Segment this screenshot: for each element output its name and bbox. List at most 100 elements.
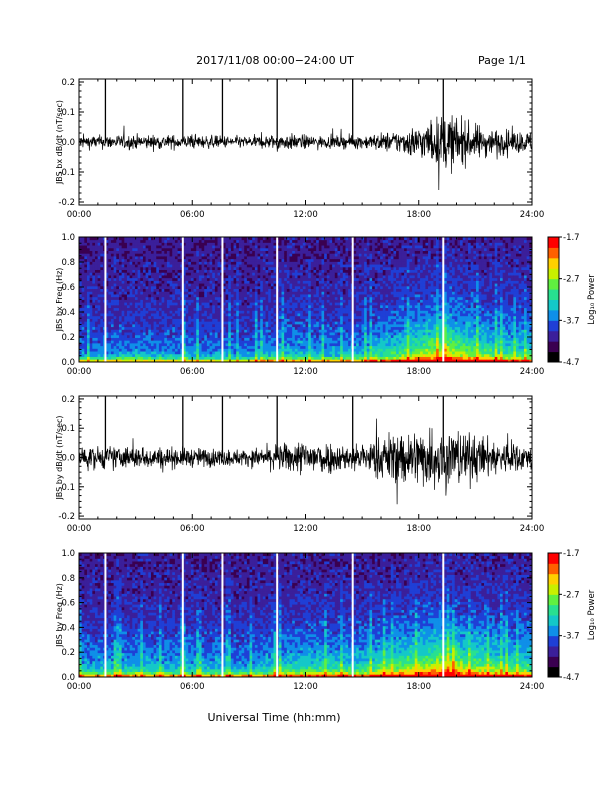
spectrogram-cell	[262, 288, 266, 292]
spectrogram-cell	[313, 247, 317, 251]
spectrogram-cell	[185, 250, 189, 254]
spectrogram-cell	[124, 323, 128, 328]
spectrogram-cell	[214, 337, 218, 341]
spectrogram-cell	[193, 310, 197, 314]
spectrogram-cell	[265, 280, 269, 284]
spectrogram-cell	[121, 285, 125, 290]
spectrogram-cell	[294, 299, 298, 303]
spectrogram-cell	[286, 256, 290, 260]
spectrogram-cell	[230, 315, 234, 319]
spectrogram-cell	[289, 296, 293, 300]
spectrogram-cell	[158, 269, 162, 273]
spectrogram-cell	[329, 272, 333, 276]
spectrogram-cell	[201, 353, 205, 357]
spectrogram-cell	[182, 359, 186, 363]
spectrogram-cell	[86, 326, 91, 330]
spectrogram-cell	[214, 310, 218, 314]
spectrogram-cell	[116, 323, 120, 328]
spectrogram-cell	[185, 247, 189, 251]
spectrogram-cell	[166, 348, 170, 352]
spectrogram-cell	[225, 334, 229, 338]
spectrogram-cell	[92, 323, 96, 328]
spectrogram-cell	[193, 334, 197, 338]
spectrogram-cell	[190, 304, 194, 309]
spectrogram-cell	[166, 277, 170, 281]
spectrogram-cell	[126, 353, 131, 357]
spectrogram-cell	[318, 342, 322, 347]
spectrogram-cell	[79, 245, 83, 249]
spectrogram-cell	[108, 253, 112, 257]
spectrogram-cell	[332, 326, 336, 330]
spectrogram-cell	[145, 323, 149, 328]
spectrogram-cell	[286, 247, 290, 251]
spectrogram-cell	[150, 332, 155, 336]
spectrogram-cell	[262, 318, 266, 322]
spectrogram-cell	[348, 315, 352, 319]
spectrogram-cell	[249, 245, 253, 249]
spectrogram-cell	[158, 340, 162, 344]
spectrogram-cell	[204, 351, 208, 355]
spectrogram-cell	[305, 353, 309, 357]
spectrogram-cell	[318, 275, 322, 279]
spectrogram-cell	[244, 296, 248, 300]
spectrogram-cell	[180, 250, 184, 254]
spectrogram-cell	[230, 307, 234, 311]
spectrogram-cell	[156, 239, 160, 243]
spectrogram-cell	[164, 277, 168, 281]
spectrogram-cell	[92, 258, 96, 262]
spectrogram-cell	[190, 285, 194, 290]
spectrogram-cell	[206, 313, 210, 317]
spectrogram-cell	[356, 280, 360, 284]
spectrogram-cell	[204, 302, 208, 306]
spectrogram-cell	[156, 253, 160, 257]
spectrogram-cell	[79, 323, 83, 328]
spectrogram-cell	[310, 247, 314, 251]
spectrogram-cell	[145, 345, 149, 349]
spectrogram-cell	[332, 302, 336, 306]
spectrogram-cell	[289, 247, 293, 251]
spectrogram-cell	[308, 266, 312, 271]
spectrogram-cell	[206, 345, 210, 349]
spectrogram-cell	[81, 266, 85, 271]
spectrogram-cell	[337, 321, 341, 325]
spectrogram-cell	[225, 310, 229, 314]
spectrogram-cell	[278, 332, 282, 336]
spectrogram-cell	[217, 307, 221, 311]
spectrogram-cell	[268, 351, 272, 355]
spectrogram-cell	[222, 348, 226, 352]
spectrogram-cell	[214, 296, 218, 300]
spectrogram-cell	[174, 258, 178, 262]
spectrogram-cell	[246, 277, 250, 281]
spectrogram-cell	[201, 329, 205, 333]
spectrogram-cell	[318, 264, 322, 268]
spectrogram-cell	[270, 334, 274, 338]
spectrogram-cell	[126, 294, 131, 298]
spectrogram-cell	[121, 315, 125, 319]
spectrogram-cell	[92, 315, 96, 319]
spectrogram-cell	[94, 359, 99, 363]
spectrogram-cell	[212, 296, 216, 300]
spectrogram-cell	[230, 242, 234, 246]
spectrogram-cell	[161, 340, 165, 344]
spectrogram-cell	[84, 353, 88, 357]
spectrogram-cell	[321, 294, 325, 298]
spectrogram-cell	[228, 261, 232, 265]
spectrogram-cell	[238, 275, 242, 279]
spectrogram-cell	[97, 291, 101, 295]
spectrogram-cell	[332, 318, 336, 322]
spectrogram-cell	[148, 348, 152, 352]
spectrogram-cell	[230, 256, 234, 260]
spectrogram-cell	[300, 353, 304, 357]
spectrogram-cell	[225, 272, 229, 276]
spectrogram-cell	[188, 340, 192, 344]
spectrogram-cell	[316, 247, 320, 251]
spectrogram-cell	[100, 310, 104, 314]
spectrogram-cell	[332, 285, 336, 290]
spectrogram-cell	[81, 356, 85, 360]
spectrogram-cell	[148, 353, 152, 357]
spectrogram-cell	[340, 351, 344, 355]
spectrogram-cell	[294, 329, 298, 333]
spectrogram-cell	[110, 302, 115, 306]
spectrogram-cell	[100, 342, 104, 347]
spectrogram-cell	[270, 245, 274, 249]
